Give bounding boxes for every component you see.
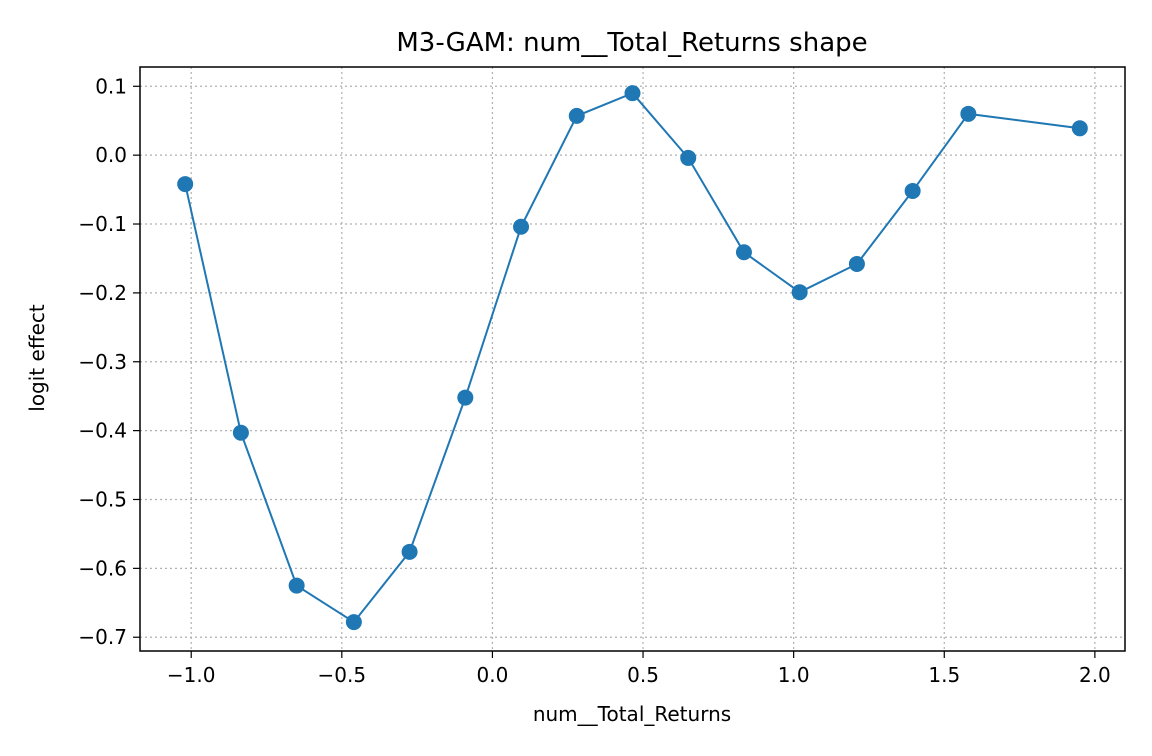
x-tick-label: −0.5 — [318, 663, 367, 687]
data-point-9 — [680, 149, 697, 166]
data-point-0 — [177, 176, 194, 193]
data-point-7 — [568, 107, 585, 124]
data-point-1 — [232, 424, 249, 441]
data-point-11 — [791, 284, 808, 301]
ticks: −1.0 −0.5 0.0 0.5 1.0 1.5 2.0 0.1 0.0 −0.1 −0.2 −0.… — [78, 74, 1110, 687]
x-tick-label: −1.0 — [167, 663, 216, 687]
data-point-2 — [288, 577, 305, 594]
chart-title: M3-GAM: num__Total_Returns shape — [396, 28, 867, 58]
grid — [140, 67, 1125, 651]
x-axis-label: num__Total_Returns — [533, 702, 731, 726]
data-point-6 — [513, 218, 530, 235]
x-tick-label: 1.5 — [928, 663, 960, 687]
series-line-0 — [184, 91, 1080, 624]
y-tick-label: −0.1 — [78, 212, 127, 236]
data-point-4 — [401, 543, 418, 560]
y-tick-label: −0.2 — [78, 281, 127, 305]
y-tick-label: −0.5 — [78, 487, 127, 511]
data-point-13 — [904, 182, 921, 199]
y-tick-label: 0.0 — [95, 143, 127, 167]
x-tick-label: 2.0 — [1079, 663, 1111, 687]
x-tick-label: 0.5 — [627, 663, 659, 687]
x-tick-label: 0.0 — [477, 663, 509, 687]
y-tick-label: −0.6 — [78, 556, 127, 580]
data-point-5 — [457, 389, 474, 406]
data-point-14 — [960, 105, 977, 122]
series — [177, 85, 1088, 631]
y-tick-label: −0.4 — [78, 419, 127, 443]
data-point-8 — [624, 85, 641, 102]
data-point-12 — [848, 255, 865, 272]
plot-frame — [139, 66, 1126, 652]
y-tick-label: 0.1 — [95, 74, 127, 98]
y-tick-label: −0.3 — [78, 350, 127, 374]
x-tick-label: 1.0 — [778, 663, 810, 687]
data-point-3 — [345, 614, 362, 631]
y-tick-label: −0.7 — [78, 625, 127, 649]
data-point-10 — [735, 244, 752, 261]
y-axis-label: logit effect — [25, 304, 49, 412]
data-point-15 — [1071, 120, 1088, 137]
